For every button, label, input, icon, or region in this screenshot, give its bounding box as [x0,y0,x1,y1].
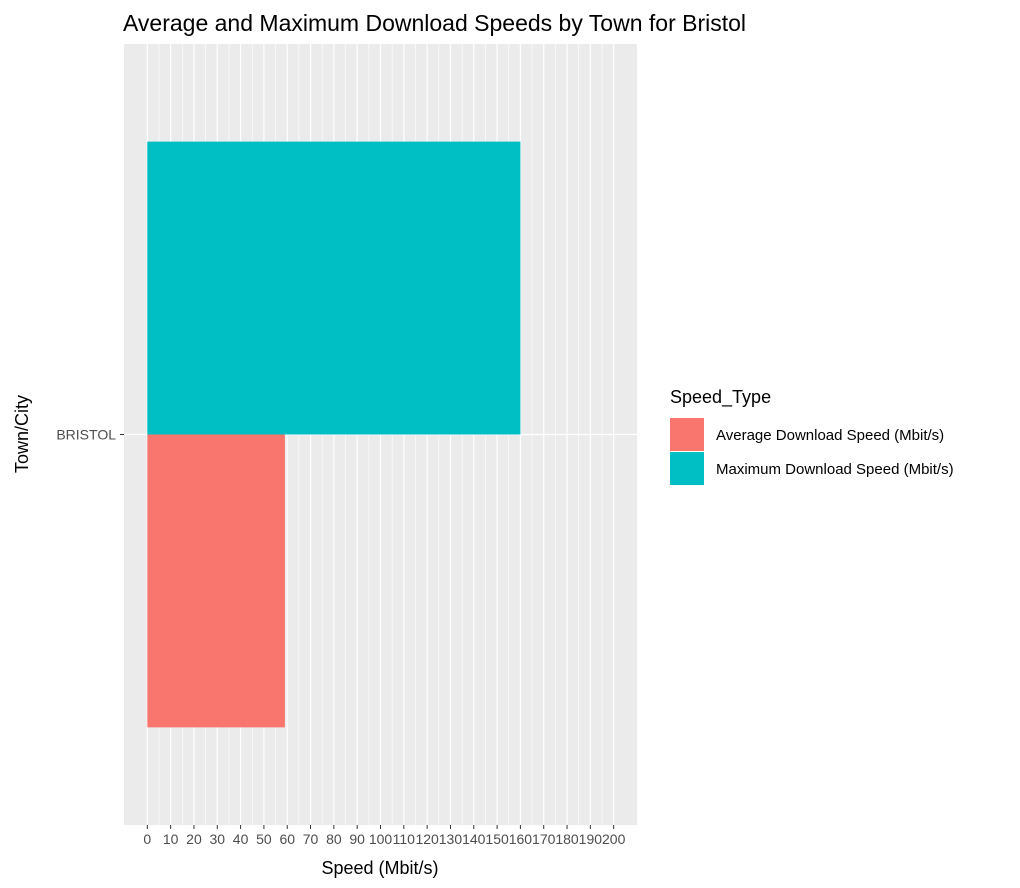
x-tick-label: 0 [143,831,151,847]
x-tick-label: 80 [326,831,342,847]
y-tick-label: BRISTOL [56,427,116,443]
legend-items: Average Download Speed (Mbit/s) Maximum D… [670,418,954,485]
x-axis-title: Speed (Mbit/s) [321,858,438,878]
x-tick-label: 60 [279,831,295,847]
legend: Speed_Type Average Download Speed (Mbit/… [670,387,954,485]
x-tick-label: 10 [163,831,179,847]
legend-key [670,418,704,451]
x-tick-label: 130 [439,831,463,847]
bar-maximum-download-speed-mbit-s [147,141,521,435]
legend-title: Speed_Type [670,387,771,408]
x-tick-label: 190 [579,831,603,847]
x-tick-label: 30 [209,831,225,847]
x-tick-label: 180 [555,831,579,847]
chart-title: Average and Maximum Download Speeds by T… [123,10,746,36]
y-axis: BRISTOL [56,427,124,443]
bar-average-download-speed-mbit-s [147,434,285,728]
x-tick-label: 170 [532,831,556,847]
legend-key [670,452,704,485]
legend-label: Maximum Download Speed (Mbit/s) [716,461,954,478]
x-tick-label: 140 [462,831,486,847]
x-tick-label: 150 [485,831,509,847]
x-axis: 0 10 20 30 40 50 60 70 80 90 100 110 120 130 140 150 160… [143,825,626,847]
x-tick-label: 110 [393,831,416,847]
x-tick-label: 100 [369,831,393,847]
x-tick-label: 160 [509,831,533,847]
x-tick-label: 120 [415,831,439,847]
bars [147,141,521,728]
x-tick-label: 40 [233,831,249,847]
x-tick-label: 90 [349,831,365,847]
x-tick-label: 200 [602,831,626,847]
x-tick-label: 20 [186,831,202,847]
legend-label: Average Download Speed (Mbit/s) [716,427,944,444]
x-tick-label: 70 [303,831,319,847]
x-tick-label: 50 [256,831,272,847]
y-axis-title: Town/City [12,395,32,473]
